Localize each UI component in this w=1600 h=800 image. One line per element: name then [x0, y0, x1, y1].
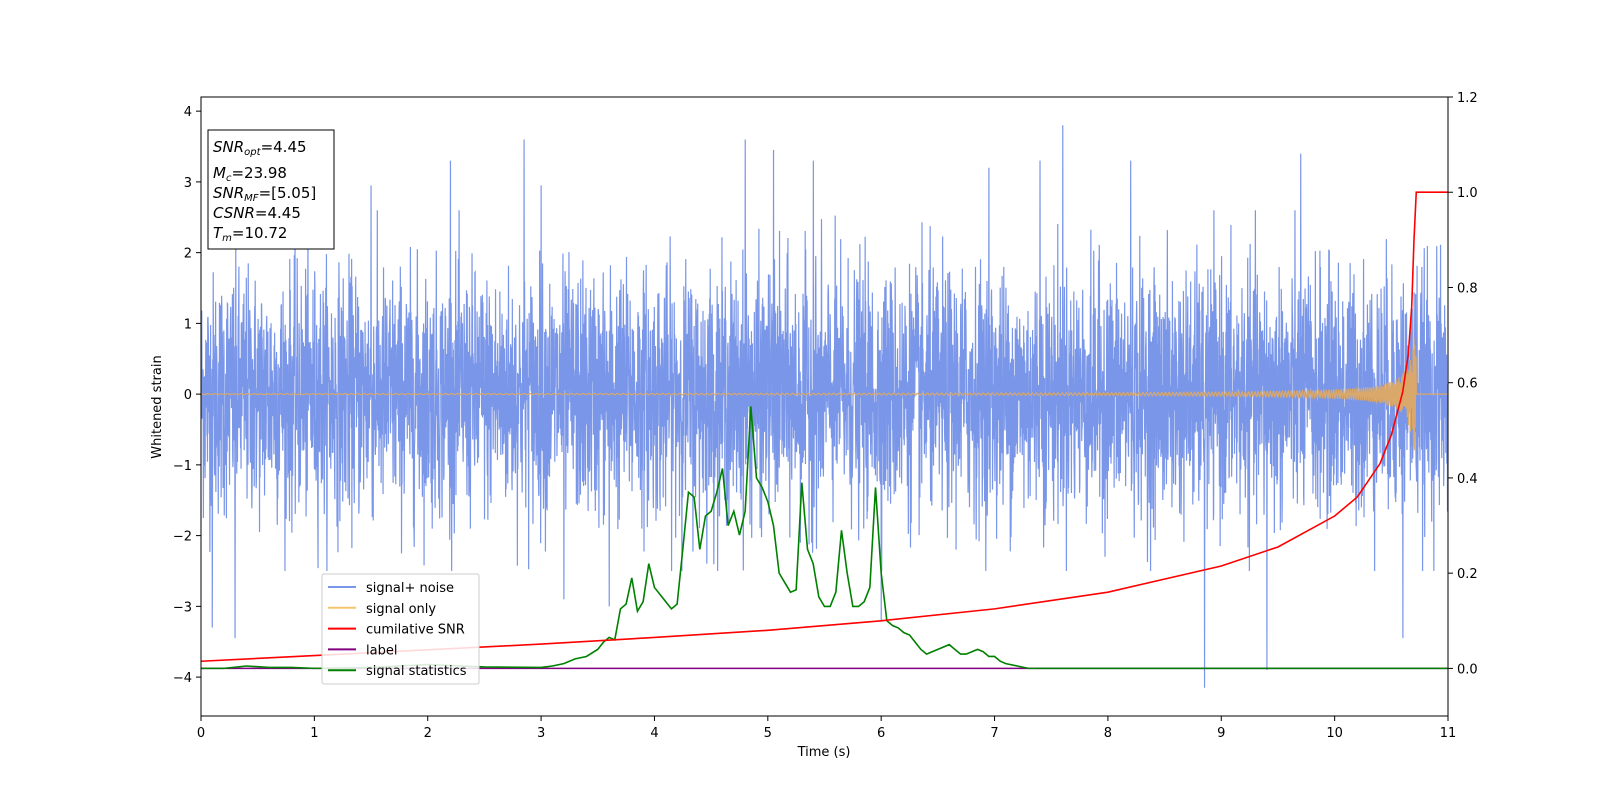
x-tick-label: 1 — [310, 726, 318, 741]
y-left-tick-label: −1 — [173, 459, 192, 474]
legend-label: cumilative SNR — [366, 623, 465, 638]
y-left-tick-label: 4 — [184, 105, 192, 120]
info-tm: Tm=10.72 — [213, 224, 287, 244]
x-tick-label: 2 — [424, 726, 432, 741]
x-tick-label: 0 — [197, 726, 205, 741]
y-left-tick-label: −3 — [173, 600, 192, 615]
y-right-tick-label: 1.2 — [1457, 91, 1478, 106]
y-right-tick-label: 0.0 — [1457, 662, 1478, 677]
legend-label: signal statistics — [366, 664, 467, 679]
y-right-tick-label: 0.8 — [1457, 281, 1478, 296]
axes: 0 1 2 3 4 5 6 7 8 9 10 11 −4 −3 −2 −1 0 1 2 3 4 0.0 0.2 0.4 0.6 0… — [173, 91, 1478, 741]
series-signal-statistics — [201, 406, 1448, 670]
series-signal-only — [201, 337, 1448, 451]
y-left-tick-label: −2 — [173, 530, 192, 545]
y-axis-label: Whitened strain — [150, 355, 165, 458]
series-cumulative-snr — [201, 191, 1448, 663]
x-tick-label: 10 — [1326, 726, 1343, 741]
x-tick-label: 3 — [537, 726, 545, 741]
legend-label: label — [366, 643, 397, 658]
y-left-tick-label: −4 — [173, 671, 192, 686]
x-tick-label: 5 — [764, 726, 772, 741]
y-left-tick-label: 0 — [184, 388, 192, 403]
legend-label: signal+ noise — [366, 581, 454, 596]
info-box: SNRopt=4.45 Mc=23.98 SNRMF=[5.05] CSNR=4… — [207, 129, 335, 250]
info-snr-mf: SNRMF=[5.05] — [213, 184, 316, 204]
info-csnr: CSNR=4.45 — [213, 204, 301, 222]
y-left-tick-label: 1 — [184, 317, 192, 332]
x-tick-label: 11 — [1440, 726, 1457, 741]
plot-frame — [200, 96, 1449, 717]
y-right-tick-label: 1.0 — [1457, 186, 1478, 201]
y-left-tick-label: 3 — [184, 176, 192, 191]
x-tick-label: 4 — [650, 726, 658, 741]
legend: signal+ noise signal only cumilative SNR la… — [321, 573, 480, 685]
x-tick-label: 6 — [877, 726, 885, 741]
info-mc: Mc=23.98 — [213, 164, 287, 184]
x-tick-label: 9 — [1217, 726, 1225, 741]
legend-label: signal only — [366, 602, 436, 617]
series-signal-noise — [201, 125, 1448, 688]
y-right-tick-label: 0.2 — [1457, 567, 1478, 582]
x-tick-label: 7 — [990, 726, 998, 741]
x-axis-label: Time (s) — [797, 745, 851, 760]
y-right-tick-label: 0.4 — [1457, 472, 1478, 487]
y-left-tick-label: 2 — [184, 247, 192, 262]
x-tick-label: 8 — [1104, 726, 1112, 741]
info-snr-opt: SNRopt=4.45 — [213, 138, 307, 158]
y-right-tick-label: 0.6 — [1457, 377, 1478, 392]
